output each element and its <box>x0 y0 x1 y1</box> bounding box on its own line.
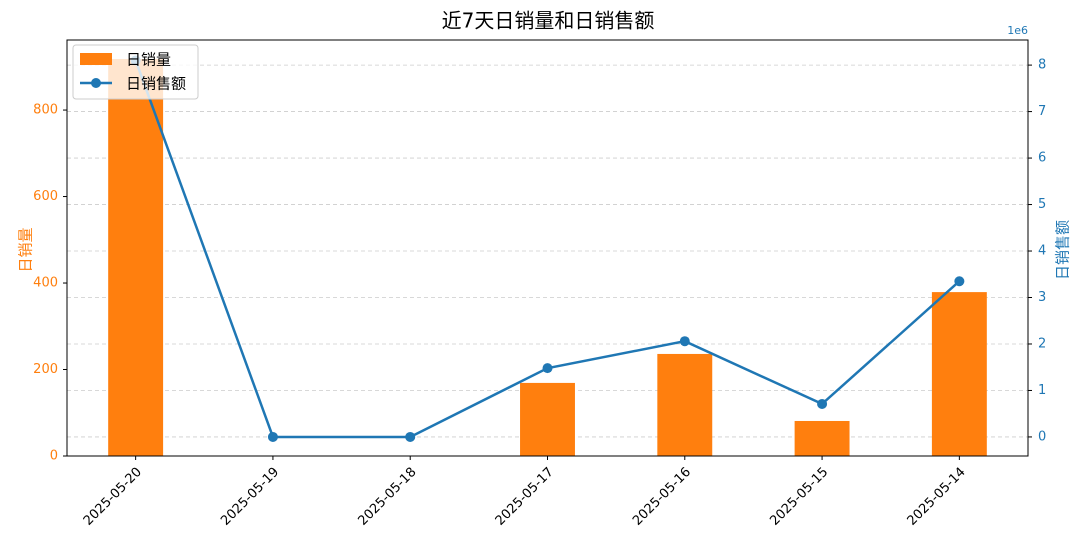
x-tick-label: 2025-05-16 <box>630 465 694 529</box>
legend-marker <box>91 78 101 88</box>
y2-tick-label: 3 <box>1038 290 1046 305</box>
y2-offset-label: 1e6 <box>1007 24 1028 37</box>
bar <box>657 353 713 456</box>
legend-swatch <box>80 53 112 65</box>
bar <box>794 420 850 456</box>
y2-tick-label: 0 <box>1038 429 1046 444</box>
y2-tick-label: 7 <box>1038 104 1046 119</box>
y-tick-label: 600 <box>33 189 58 204</box>
x-tick-label: 2025-05-14 <box>905 465 969 529</box>
x-tick-label: 2025-05-18 <box>355 465 419 529</box>
y-tick-label: 0 <box>50 449 58 464</box>
line <box>134 60 961 439</box>
y2-tick-label: 5 <box>1038 197 1046 212</box>
x-tick-label: 2025-05-20 <box>81 465 145 529</box>
x-tick-label: 2025-05-17 <box>493 465 557 529</box>
bar <box>520 382 575 456</box>
legend-label: 日销量 <box>126 51 171 69</box>
y2-axis-label: 日销售额 <box>1054 220 1072 280</box>
y2-tick-label: 8 <box>1038 58 1046 73</box>
plot-frame <box>66 39 1029 457</box>
y-tick-label: 400 <box>33 276 58 291</box>
line-marker <box>817 398 828 409</box>
y2-tick-label: 1 <box>1038 383 1046 398</box>
line-marker <box>679 336 690 347</box>
y2-tick-label: 6 <box>1038 151 1046 166</box>
bar <box>108 59 164 456</box>
legend-label: 日销售额 <box>126 75 186 93</box>
x-tick-label: 2025-05-19 <box>218 465 282 529</box>
y-tick-label: 200 <box>33 362 58 377</box>
y-tick-label: 800 <box>33 103 58 118</box>
y-axis-label: 日销量 <box>17 227 35 272</box>
bar <box>931 292 987 456</box>
x-tick-label: 2025-05-15 <box>767 465 831 529</box>
line-marker <box>405 431 416 442</box>
line-marker <box>542 363 553 374</box>
y2-tick-label: 2 <box>1038 336 1046 351</box>
line-marker <box>267 431 278 442</box>
chart-title: 近7天日销量和日销售额 <box>442 9 655 33</box>
y2-tick-label: 4 <box>1038 244 1046 259</box>
line-marker <box>954 276 965 287</box>
